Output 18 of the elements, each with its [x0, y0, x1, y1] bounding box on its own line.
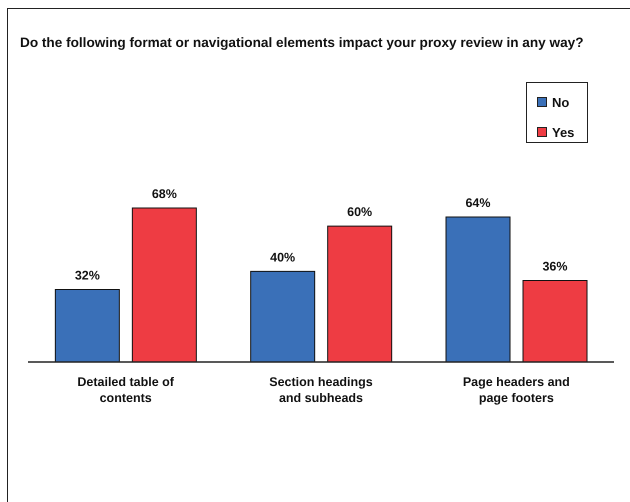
legend-label: No: [551, 94, 570, 112]
bar: [54, 289, 120, 362]
legend-label: Yes: [551, 124, 576, 142]
bar: [327, 226, 392, 362]
x-tick-label: Detailed table of contents: [77, 375, 175, 405]
x-tick-label: Section headings and subheads: [269, 375, 373, 405]
bar: [522, 280, 588, 362]
data-label: 36%: [542, 259, 568, 274]
bar: [446, 216, 511, 362]
data-label: 60%: [347, 205, 372, 220]
data-label: 32%: [74, 268, 100, 283]
data-label: 40%: [270, 250, 296, 264]
x-tick-label: Page headers and page footers: [462, 375, 570, 405]
chart-title: Do the following format or navigational elements impact your proxy review in any way?: [20, 35, 584, 50]
bar: [250, 270, 316, 362]
data-label: 68%: [152, 187, 177, 201]
data-label: 64%: [466, 196, 491, 210]
bar: [132, 208, 197, 362]
